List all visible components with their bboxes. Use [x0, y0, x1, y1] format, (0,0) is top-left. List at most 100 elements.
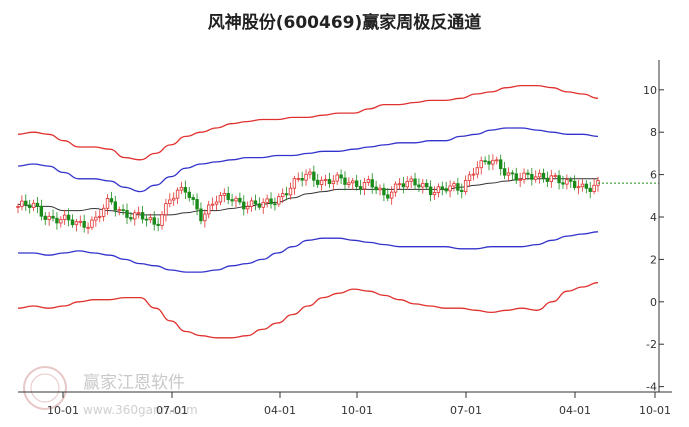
candle-body — [386, 194, 390, 199]
candle-body — [125, 210, 129, 218]
candle-body — [152, 217, 156, 225]
watermark-logo-inner-icon — [30, 373, 60, 403]
candle-body — [530, 173, 534, 180]
candle-body — [378, 187, 382, 191]
candle-body — [417, 184, 421, 188]
candle-body — [105, 198, 110, 209]
candle-body — [366, 179, 371, 183]
candle-body — [66, 214, 71, 221]
candle-body — [51, 215, 55, 219]
plot-area — [16, 84, 659, 339]
candle-body — [421, 182, 425, 188]
candle-body — [238, 197, 242, 203]
candle-body — [144, 218, 149, 221]
candle-body — [27, 204, 32, 208]
candle-body — [59, 219, 63, 224]
y-tick-label: 10 — [643, 84, 657, 97]
candle-body — [199, 208, 203, 222]
x-tick-label: 10-01 — [341, 404, 373, 417]
candle-body — [467, 174, 472, 181]
candle-body — [245, 206, 250, 210]
candle-body — [94, 216, 98, 221]
candle-body — [475, 167, 480, 175]
y-tick-label: 6 — [650, 169, 657, 182]
candle-body — [358, 186, 363, 190]
candle-body — [63, 214, 67, 220]
candle-body — [405, 180, 409, 188]
candle-body — [557, 175, 561, 184]
candle-body — [308, 171, 312, 175]
chart-title: 风神股份(600469)赢家周极反通道 — [207, 13, 482, 33]
candle-body — [460, 189, 464, 193]
candle-body — [580, 183, 585, 188]
candle-body — [495, 159, 499, 162]
candle-body — [339, 174, 343, 179]
watermark-url: www.360gann.com — [83, 403, 198, 417]
candle-body — [506, 172, 511, 176]
x-tick-label: 10-01 — [47, 404, 79, 417]
candle-body — [401, 183, 406, 188]
candlesticks — [16, 154, 600, 234]
candle-body — [121, 209, 125, 212]
candle-body — [156, 223, 160, 226]
x-tick-label: 04-01 — [264, 404, 296, 417]
candle-body — [168, 199, 172, 204]
candle-body — [471, 173, 476, 176]
candle-body — [35, 202, 40, 207]
candle-body — [160, 214, 164, 226]
candle-body — [280, 193, 285, 197]
candle-body — [549, 175, 553, 182]
candle-body — [537, 172, 542, 178]
red-lower-band-line — [17, 282, 599, 339]
candle-body — [389, 191, 394, 199]
candle-body — [428, 186, 433, 196]
candle-body — [296, 177, 300, 180]
candle-body — [226, 192, 230, 200]
candle-body — [257, 203, 262, 208]
candle-body — [413, 178, 417, 186]
candle-body — [561, 182, 565, 185]
candle-body — [148, 217, 153, 221]
candle-body — [444, 188, 448, 192]
moving-average-line — [17, 178, 598, 216]
candle-body — [82, 220, 86, 228]
candle-body — [553, 175, 557, 177]
candle-body — [218, 194, 223, 203]
axes: 10 8 6 4 2 0 -2 -4 10-01 07-01 04-01 10-01 07-01 04-0… — [18, 60, 672, 417]
candle-body — [191, 197, 195, 200]
candle-body — [319, 179, 324, 185]
candle-body — [592, 184, 596, 192]
candle-body — [261, 202, 265, 208]
candle-body — [253, 200, 258, 205]
y-tick-label: -4 — [646, 381, 657, 394]
candle-body — [55, 217, 59, 224]
candle-body — [351, 180, 355, 184]
candle-body — [518, 179, 522, 181]
candle-body — [90, 219, 94, 228]
candle-body — [440, 186, 444, 190]
candle-body — [409, 178, 413, 182]
candle-body — [300, 177, 304, 181]
candle-body — [463, 180, 468, 193]
candle-body — [183, 187, 188, 193]
candle-body — [16, 205, 20, 208]
candle-body — [456, 183, 460, 191]
y-tick-label: 8 — [650, 126, 657, 139]
candle-body — [483, 160, 487, 163]
candle-body — [514, 173, 518, 181]
blue-upper-band-line — [17, 127, 599, 193]
candle-body — [545, 177, 550, 182]
candle-body — [452, 183, 456, 187]
candle-body — [432, 192, 437, 196]
candle-body — [273, 203, 277, 206]
candle-body — [316, 179, 320, 185]
candle-body — [288, 187, 293, 196]
candle-body — [47, 215, 51, 220]
candle-body — [569, 179, 573, 182]
candle-body — [249, 200, 254, 207]
candle-body — [292, 178, 297, 189]
candle-body — [78, 220, 82, 223]
candle-body — [327, 179, 332, 185]
candle-body — [343, 177, 347, 185]
candle-body — [179, 187, 184, 191]
